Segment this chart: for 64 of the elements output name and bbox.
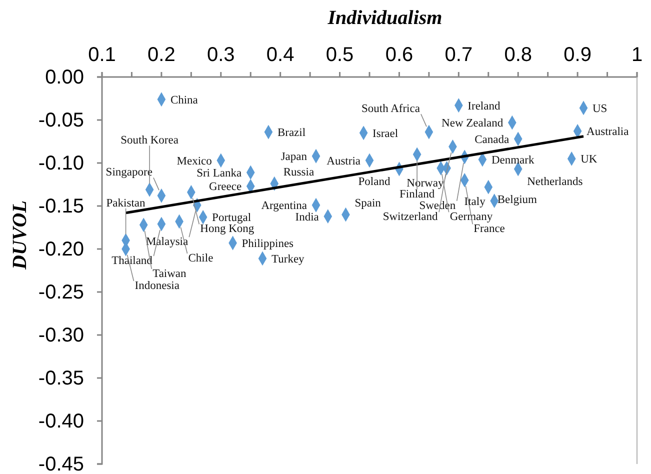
x-tick-label: 0.9 (564, 44, 592, 66)
x-tick-label: 0.1 (88, 44, 116, 66)
annotation: Philippines (242, 238, 294, 250)
x-tick-label: 0.7 (444, 44, 473, 66)
annotation: Finland (399, 188, 435, 200)
annotation: Canada (474, 134, 510, 146)
y-tick-label: -0.05 (38, 109, 84, 132)
y-axis-title: DUVOL (9, 200, 31, 270)
y-tick-label: -0.25 (38, 281, 84, 304)
annotation: Mexico (176, 155, 212, 168)
annotation: Turkey (272, 253, 305, 266)
annotation: Denmark (491, 154, 534, 167)
annotation: Poland (358, 176, 390, 188)
y-tick-label: -0.10 (38, 152, 84, 174)
x-tick-label: 0.6 (385, 44, 414, 66)
annotation: Thailand (112, 255, 153, 268)
x-tick-label: 0.5 (326, 44, 354, 66)
x-axis-title: Individualism (326, 7, 442, 29)
y-tick-label: -0.15 (38, 195, 84, 218)
annotation: Japan (280, 151, 308, 164)
annotation: US (592, 102, 608, 115)
annotation: Pakistan (106, 197, 146, 210)
annotation: Belgium (497, 194, 538, 206)
annotation: Norway (406, 178, 444, 190)
y-tick-label: -0.20 (38, 238, 84, 260)
annotation: Russia (283, 166, 314, 179)
annotation: Greece (209, 181, 242, 194)
annotation: New Zealand (442, 118, 504, 130)
annotation: Sri Lanka (196, 167, 242, 180)
annotation: Switzerland (382, 211, 438, 224)
annotation: Ireland (468, 100, 500, 112)
x-tick-label: 0.2 (148, 44, 176, 66)
annotation: Chile (188, 252, 214, 264)
annotation: South Africa (361, 103, 420, 116)
annotation: Netherlands (527, 176, 584, 188)
x-tick-label: 1 (631, 44, 643, 66)
annotation: Sweden (419, 200, 456, 212)
annotation: Austria (326, 155, 360, 168)
x-tick-label: 0.3 (206, 44, 235, 66)
annotation: Israel (372, 128, 398, 140)
y-tick-label: 0.00 (45, 66, 84, 88)
x-tick-label: 0.4 (266, 44, 294, 66)
annotation: Portugal (212, 212, 252, 224)
annotation: Italy (464, 196, 486, 208)
y-tick-label: -0.30 (38, 324, 84, 346)
annotation: South Korea (120, 134, 178, 147)
annotation: Indonesia (134, 280, 180, 292)
annotation: Australia (586, 126, 629, 138)
annotation: Germany (450, 211, 493, 224)
annotation: China (170, 94, 198, 106)
x-tick-label: 0.8 (504, 44, 532, 66)
annotation: Singapore (106, 166, 152, 179)
annotation: Spain (354, 198, 382, 210)
annotation: Taiwan (152, 268, 187, 280)
annotation: UK (580, 154, 598, 166)
annotation: France (474, 223, 505, 236)
y-tick-label: -0.40 (38, 410, 84, 432)
annotation: Hong Kong (200, 223, 254, 236)
annotation: India (295, 211, 319, 224)
y-tick-label: -0.45 (38, 453, 84, 474)
annotation: Brazil (277, 127, 306, 140)
annotation: Malaysia (146, 236, 188, 248)
y-tick-label: -0.35 (38, 367, 84, 390)
annotation: Argentina (261, 200, 307, 212)
